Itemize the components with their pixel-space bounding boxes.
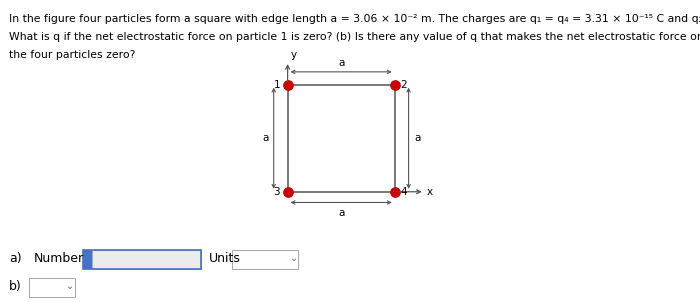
Text: In the figure four particles form a square with edge length a = 3.06 × 10⁻² m. T: In the figure four particles form a squa…	[9, 14, 700, 24]
Text: ⌄: ⌄	[66, 281, 74, 291]
Text: Number: Number	[34, 252, 84, 265]
Text: a: a	[414, 133, 420, 143]
Point	[389, 82, 400, 87]
Point	[389, 189, 400, 194]
Text: What is q if the net electrostatic force on particle 1 is zero? (b) Is there any: What is q if the net electrostatic force…	[9, 32, 700, 42]
Text: 4: 4	[400, 187, 407, 197]
Point	[282, 82, 293, 87]
FancyBboxPatch shape	[92, 250, 201, 269]
FancyBboxPatch shape	[83, 250, 92, 269]
Text: a: a	[262, 133, 268, 143]
FancyBboxPatch shape	[232, 250, 298, 269]
Text: a: a	[338, 208, 344, 218]
Text: 2: 2	[400, 80, 407, 90]
Text: 3: 3	[274, 187, 280, 197]
FancyBboxPatch shape	[29, 278, 75, 297]
Text: x: x	[427, 187, 433, 197]
Text: ⌄: ⌄	[290, 253, 298, 263]
Text: a): a)	[9, 252, 22, 265]
Text: y: y	[290, 50, 297, 60]
Text: a: a	[338, 58, 344, 68]
Text: Units: Units	[209, 252, 241, 265]
Text: the four particles zero?: the four particles zero?	[9, 50, 136, 60]
Point	[282, 189, 293, 194]
Text: 1: 1	[274, 80, 280, 90]
Text: b): b)	[9, 280, 22, 293]
